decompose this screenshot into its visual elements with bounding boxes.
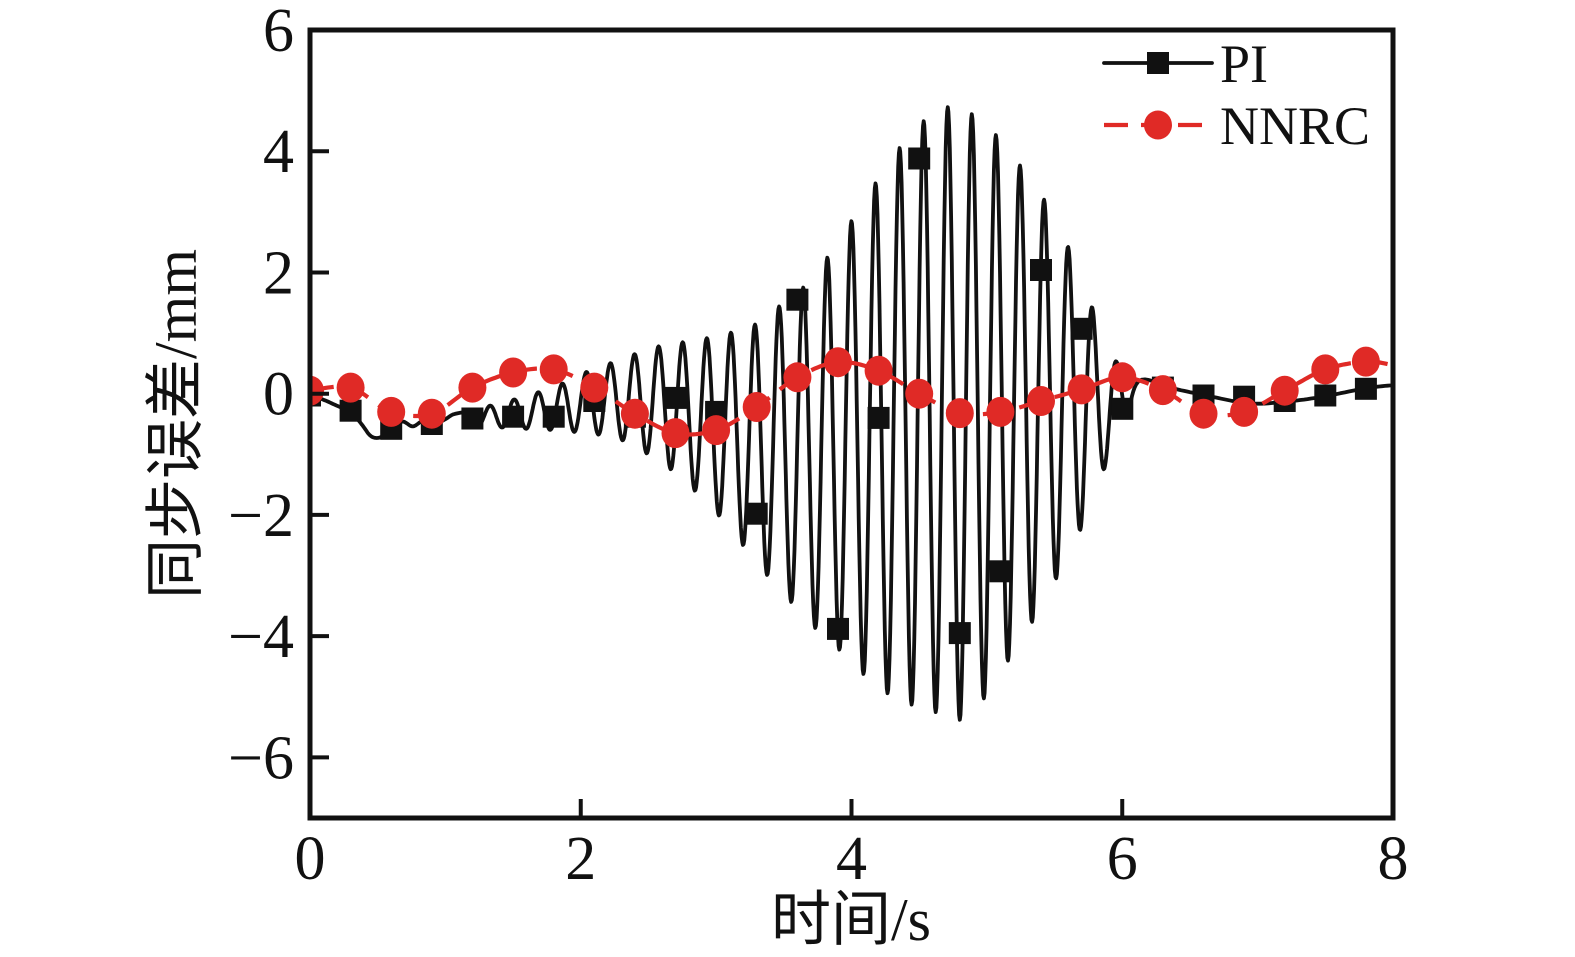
nnrc-circle-marker — [986, 396, 1015, 427]
pi-square-marker — [786, 288, 809, 311]
pi-square-marker — [745, 502, 768, 525]
nnrc-circle-marker — [1351, 346, 1380, 377]
pi-square-marker — [1354, 377, 1377, 400]
x-tick-label: 4 — [836, 825, 867, 893]
y-tick-label: 2 — [263, 239, 294, 307]
nnrc-circle-marker — [499, 357, 528, 388]
legend-pi-label: PI — [1220, 34, 1268, 94]
pi-square-marker — [1111, 397, 1134, 420]
nnrc-circle-marker — [458, 372, 487, 403]
pi-square-marker — [1030, 259, 1052, 281]
nnrc-circle-marker — [1148, 375, 1177, 406]
nnrc-circle-marker — [539, 354, 568, 385]
nnrc-circle-marker — [702, 415, 731, 446]
nnrc-circle-marker — [1270, 375, 1299, 406]
pi-square-marker — [827, 617, 849, 640]
pi-square-marker — [1070, 317, 1093, 340]
pi-square-marker — [542, 405, 565, 428]
pi-square-marker — [1314, 384, 1337, 407]
pi-square-marker — [948, 622, 971, 645]
nnrc-circle-marker — [377, 396, 406, 427]
nnrc-circle-marker — [661, 418, 690, 449]
nnrc-circle-marker — [945, 398, 974, 429]
x-axis-title: 时间/s — [771, 887, 931, 953]
pi-square-marker — [989, 560, 1012, 583]
pi-square-marker — [664, 386, 687, 409]
nnrc-circle-marker — [1027, 386, 1055, 416]
nnrc-circle-marker — [783, 362, 812, 393]
nnrc-circle-marker — [580, 372, 609, 403]
nnrc-circle-marker — [905, 378, 934, 409]
pi-square-marker — [502, 405, 525, 428]
pi-square-marker — [461, 407, 484, 430]
plot-frame — [307, 27, 1396, 821]
nnrc-circle-marker — [824, 347, 852, 378]
x-tick-label: 0 — [295, 825, 326, 893]
nnrc-circle-marker — [620, 398, 649, 429]
y-tick-label: 0 — [263, 361, 294, 429]
nnrc-circle-marker — [1189, 398, 1218, 429]
y-tick-label: −2 — [228, 482, 294, 550]
nnrc-circle-marker — [864, 355, 893, 386]
y-tick-label: 4 — [263, 118, 294, 186]
pi-square-marker — [867, 406, 890, 429]
y-tick-label: −4 — [228, 603, 294, 671]
y-tick-label: 6 — [263, 0, 294, 65]
nnrc-circle-marker — [309, 375, 324, 406]
nnrc-circle-marker — [1311, 354, 1340, 385]
y-tick-label: −6 — [228, 724, 294, 792]
x-tick-label: 6 — [1107, 825, 1138, 893]
legend-item-pi: PI — [1102, 34, 1268, 94]
legend-item-nnrc: NNRC — [1104, 96, 1370, 156]
legend: PI NNRC — [1102, 34, 1370, 156]
legend-nnrc-label: NNRC — [1220, 96, 1370, 156]
nnrc-circle-marker — [742, 392, 771, 422]
nnrc-circle-marker — [1067, 374, 1096, 405]
nnrc-line-path — [309, 359, 1394, 437]
nnrc-circle-marker — [417, 398, 446, 429]
pi-square-marker — [339, 399, 362, 422]
legend-pi-square-marker-icon — [1147, 52, 1169, 74]
axes-layer: 0 2 4 6 8 6 4 2 0 −2 −4 −6 — [228, 0, 1408, 893]
nnrc-circle-marker — [1230, 396, 1259, 427]
nnrc-circle-marker — [336, 372, 365, 403]
nnrc-circle-marker — [1108, 362, 1137, 393]
pi-square-marker — [908, 147, 931, 170]
y-axis-title: 同步误差/mm — [143, 249, 209, 599]
x-tick-label: 2 — [565, 825, 596, 893]
legend-nnrc-circle-marker-icon — [1144, 110, 1172, 140]
plot-series-layer — [309, 105, 1395, 722]
x-tick-label: 8 — [1378, 825, 1409, 893]
